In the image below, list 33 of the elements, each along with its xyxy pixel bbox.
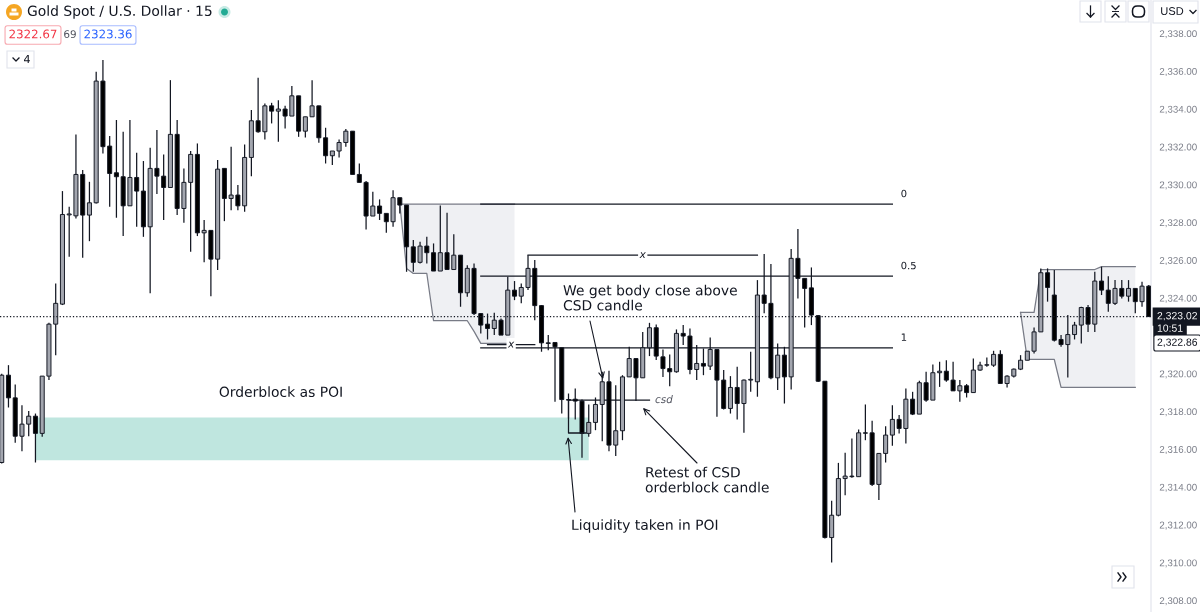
y-tick-label: 2,314.00 xyxy=(1159,483,1197,492)
series-label: x xyxy=(639,252,646,259)
y-tick-label: 2,332.00 xyxy=(1159,143,1197,152)
y-tick-label: 2,310.00 xyxy=(1159,559,1197,568)
y-tick-label: 2,316.00 xyxy=(1159,446,1197,455)
annotation: 4 xyxy=(24,54,30,64)
y-tick-label: 2,320.00 xyxy=(1159,370,1197,379)
text: USD xyxy=(1161,7,1184,15)
chart-title: Gold Spot / U.S. Dollar · 15 xyxy=(27,5,212,19)
y-tick-label: 2,328.00 xyxy=(1159,219,1197,228)
text: 2,322.86 xyxy=(1157,338,1198,348)
y-tick-label: 2,308.00 xyxy=(1159,597,1197,606)
annotation: 69 xyxy=(64,30,76,39)
y-tick-label: 2,312.00 xyxy=(1159,521,1197,530)
series-label: 1 xyxy=(901,333,907,341)
annotation: Orderblock as POI xyxy=(219,386,342,398)
annotation: We get body close above CSD candle xyxy=(563,284,737,311)
annotation: 2323.36 xyxy=(84,29,132,39)
series-label: 0.5 xyxy=(901,261,916,270)
annotation: Liquidity taken in POI xyxy=(572,519,718,533)
y-tick-label: 2,336.00 xyxy=(1159,67,1197,77)
text: 10:51 xyxy=(1157,324,1183,332)
y-tick-label: 2,338.00 xyxy=(1159,30,1197,39)
y-tick-label: 2,330.00 xyxy=(1159,181,1197,190)
annotation: 2322.67 xyxy=(9,29,57,39)
y-tick-label: 2,326.00 xyxy=(1159,256,1197,266)
ref-line-label: 2,323.02 xyxy=(1157,312,1198,321)
y-tick-label: 2,334.00 xyxy=(1159,105,1197,114)
y-tick-label: 2,318.00 xyxy=(1159,408,1197,417)
annotation: Retest of CSD orderblock candle xyxy=(645,466,769,493)
y-tick-label: 2,324.00 xyxy=(1159,294,1197,303)
series-label: csd xyxy=(655,395,673,404)
series-label: 0 xyxy=(901,189,907,198)
